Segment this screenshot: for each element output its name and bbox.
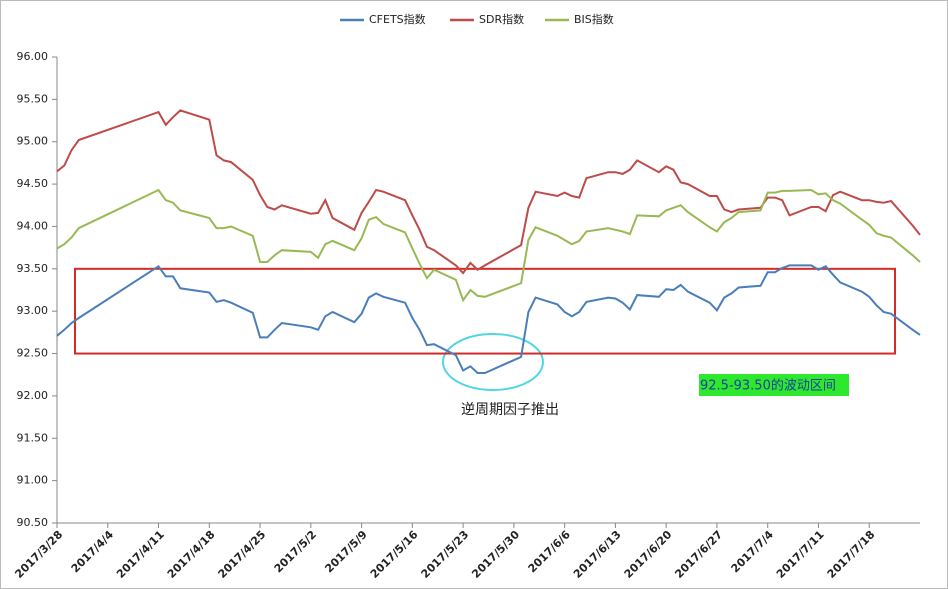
y-tick-label: 94.00 [17, 219, 49, 232]
y-tick-label: 95.50 [17, 92, 49, 105]
legend-label: SDR指数 [479, 12, 524, 26]
series-line [56, 109, 921, 275]
y-tick-label: 94.50 [17, 177, 49, 190]
highlight-ellipse [442, 333, 544, 391]
y-tick-label: 92.00 [17, 389, 49, 402]
range-box [74, 267, 896, 355]
y-tick-label: 90.50 [17, 516, 49, 529]
y-tick-label: 92.50 [17, 347, 49, 360]
annotation: 逆周期因子推出 [461, 402, 559, 418]
y-tick-label: 93.50 [17, 262, 49, 275]
y-tick-label: 96.00 [17, 50, 49, 63]
y-tick-label: 95.00 [17, 135, 49, 148]
legend-label: CFETS指数 [369, 12, 426, 26]
series-line [56, 264, 921, 374]
range-label-bg [699, 374, 849, 396]
y-tick-label: 91.00 [17, 474, 49, 487]
series-line [56, 188, 921, 303]
y-tick-label: 91.50 [17, 431, 49, 444]
range-label: 92.5-93.50的波动区间 [700, 378, 836, 394]
y-tick-label: 93.00 [17, 304, 49, 317]
legend-label: BIS指数 [574, 12, 614, 26]
